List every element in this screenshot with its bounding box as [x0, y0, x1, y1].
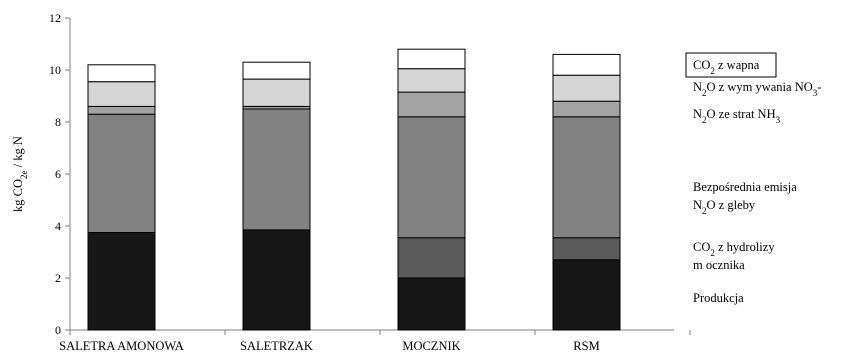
subscript: 2 [702, 88, 707, 98]
bar-segment-co2-z-wapna [87, 64, 156, 83]
subscript: 2e [19, 170, 29, 179]
y-tick-label: 0 [55, 323, 61, 337]
legend-label: CO2 z wapna [693, 58, 760, 76]
legend-label: Produkcja [693, 291, 744, 305]
bar-segment-bezposrednia-emisja-n2o-z-gleby [87, 113, 156, 233]
subscript: 2 [702, 115, 707, 125]
subscript: 2 [710, 248, 715, 258]
y-tick-label: 4 [55, 219, 61, 233]
bar-segment-co2-z-hydrolizy-mocznika [552, 237, 621, 261]
bar-segment-bezposrednia-emisja-n2o-z-gleby [242, 108, 311, 231]
bar-segment-n2o-z-wymywania-no3 [552, 74, 621, 102]
legend-box [685, 52, 777, 78]
bar-group-mocznik [397, 48, 466, 331]
x-axis: SALETRA AMONOWA SALETRZAK MOCZNIK RSM [59, 329, 691, 353]
legend-item-produkcja: Produkcja [693, 291, 744, 305]
bar-segment-n2o-ze-strat-nh3 [552, 100, 621, 118]
bar-segment-n2o-z-wymywania-no3 [242, 78, 311, 107]
y-axis: 0 2 4 6 8 10 12 [49, 11, 71, 337]
bar-segment-bezposrednia-emisja-n2o-z-gleby [552, 116, 621, 239]
bar-segment-co2-z-wapna [397, 48, 466, 70]
y-tick-label: 8 [55, 115, 61, 129]
legend-item-co2-z-wapna: CO2 z wapna [685, 52, 777, 78]
subscript: 2 [710, 66, 715, 76]
x-category-label: SALETRZAK [240, 339, 313, 353]
y-axis-title: kg CO2e / kg N [11, 136, 29, 212]
legend-label: N2O z gleby [693, 198, 756, 216]
bar-segment-n2o-z-wymywania-no3 [397, 68, 466, 93]
legend-label: m ocznika [693, 258, 745, 272]
subscript: 3 [813, 88, 818, 98]
bar-segment-co2-z-hydrolizy-mocznika [397, 237, 466, 279]
legend-label: Bezpośrednia emisja [693, 180, 797, 194]
bar-segment-n2o-ze-strat-nh3 [87, 105, 156, 115]
y-axis-title-text: kg CO2e / kg N [11, 136, 29, 212]
y-tick-label: 10 [49, 63, 61, 77]
x-category-label: MOCZNIK [402, 339, 460, 353]
legend-label: N2O z wym ywania NO3- [693, 80, 821, 98]
bar-segment-produkcja [552, 259, 621, 331]
subscript: 3 [776, 115, 781, 125]
y-tick-label: 12 [49, 11, 61, 25]
bars [87, 48, 621, 331]
bar-group-rsm [552, 53, 621, 331]
x-category-label: SALETRA AMONOWA [59, 339, 184, 353]
y-tick-label: 6 [55, 167, 61, 181]
legend-item-bezposrednia-emisja-n2o-z-gleby: Bezpośrednia emisja N2O z gleby [693, 180, 797, 216]
bar-segment-n2o-ze-strat-nh3 [397, 91, 466, 118]
bar-group-saletrzak [242, 61, 311, 331]
bar-segment-co2-z-wapna [242, 61, 311, 80]
x-category-label: RSM [573, 339, 599, 353]
legend-label: N2O ze strat NH3 [693, 107, 781, 125]
legend-item-n2o-ze-strat-nh3: N2O ze strat NH3 [693, 107, 781, 125]
bar-segment-bezposrednia-emisja-n2o-z-gleby [397, 116, 466, 239]
bar-segment-n2o-z-wymywania-no3 [87, 81, 156, 107]
bar-segment-produkcja [87, 232, 156, 331]
legend-label: CO2 z hydrolizy [693, 240, 775, 258]
subscript: 2 [702, 206, 707, 216]
legend: CO2 z wapna N2O z wym ywania NO3- N2O ze s… [685, 52, 821, 305]
bar-segment-produkcja [397, 277, 466, 331]
bar-segment-co2-z-wapna [552, 53, 621, 76]
y-tick-label: 2 [55, 271, 61, 285]
bar-segment-produkcja [242, 229, 311, 331]
bar-group-saletra-amonowa [87, 64, 156, 331]
legend-item-n2o-z-wymywania-no3: N2O z wym ywania NO3- [693, 80, 821, 98]
